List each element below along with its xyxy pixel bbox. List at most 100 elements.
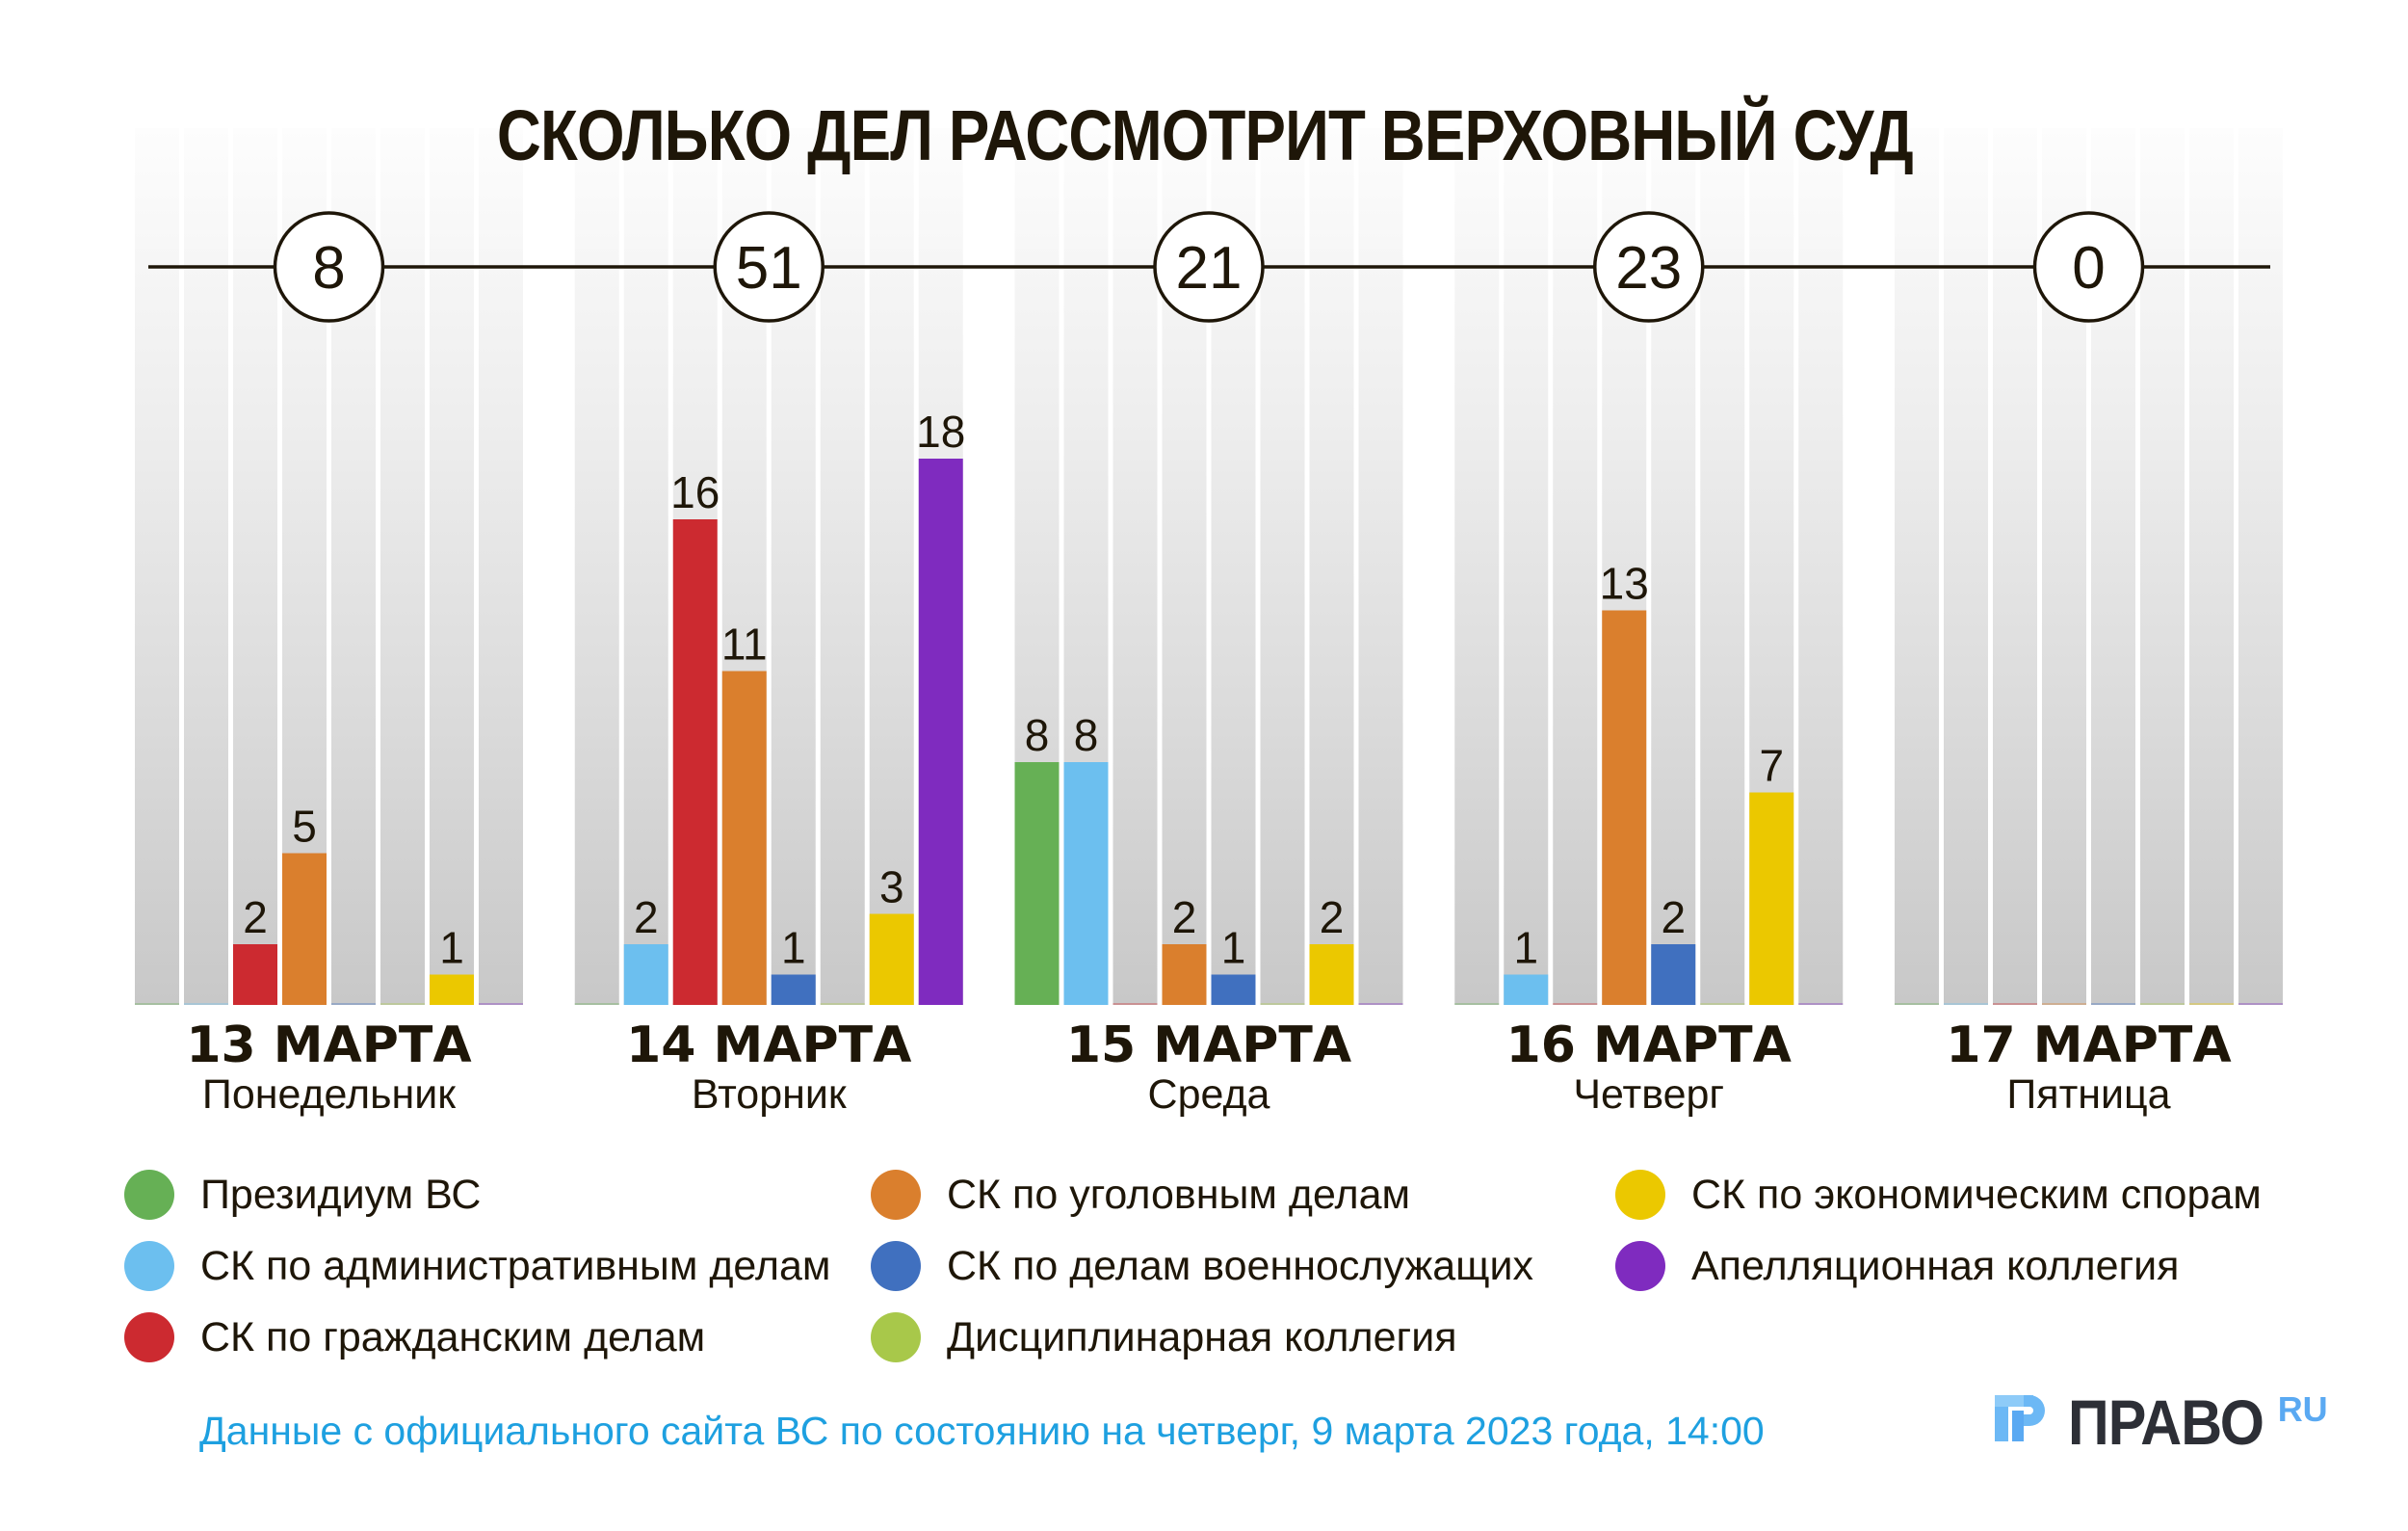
column-background <box>479 128 523 1005</box>
legend-dot-icon <box>871 1170 921 1220</box>
column-baseline <box>1358 1003 1403 1005</box>
legend-dot-icon <box>124 1170 174 1220</box>
column-background <box>2238 128 2283 1005</box>
column-background <box>1798 128 1844 1005</box>
column-background <box>380 128 425 1005</box>
legend-item: СК по уголовным делам <box>871 1168 1410 1222</box>
column-baseline <box>1553 1003 1598 1005</box>
column-baseline <box>574 1003 619 1005</box>
bar-value-label: 16 <box>670 467 720 517</box>
column-baseline <box>1700 1003 1745 1005</box>
legend-dot-icon <box>124 1312 174 1362</box>
legend-dot-icon <box>1615 1241 1665 1291</box>
bar <box>1162 944 1207 1005</box>
column-background <box>1553 128 1598 1005</box>
column-baseline <box>1454 1003 1500 1005</box>
logo-text: ПРАВО <box>2068 1386 2264 1458</box>
legend-label: СК по административным делам <box>200 1242 831 1289</box>
bar <box>771 974 816 1005</box>
column-baseline <box>2140 1003 2185 1005</box>
bar <box>1602 610 1647 1005</box>
logo-suffix: RU <box>2277 1389 2328 1429</box>
legend-item: СК по административным делам <box>124 1239 831 1293</box>
column-background <box>623 128 668 1005</box>
column-background <box>430 128 474 1005</box>
legend-dot-icon <box>871 1241 921 1291</box>
weekday-label: Четверг <box>1573 1071 1725 1118</box>
bar-value-label: 3 <box>879 862 904 912</box>
bar-value-label: 7 <box>1759 741 1784 791</box>
bar <box>233 944 277 1005</box>
column-background <box>1454 128 1500 1005</box>
column-background <box>135 128 179 1005</box>
legend-dot-icon <box>871 1312 921 1362</box>
bar-value-label: 8 <box>1074 710 1099 760</box>
legend-item: Дисциплинарная коллегия <box>871 1310 1457 1364</box>
bar-value-label: 1 <box>781 923 806 973</box>
weekday-label: Понедельник <box>201 1071 457 1118</box>
legend-label: СК по гражданским делам <box>200 1313 706 1360</box>
column-baseline <box>331 1003 376 1005</box>
bar <box>1749 792 1794 1005</box>
bar-value-label: 2 <box>634 892 659 942</box>
column-background <box>1112 128 1158 1005</box>
legend-label: СК по уголовным делам <box>947 1171 1411 1218</box>
weekday-label: Пятница <box>2006 1071 2171 1118</box>
weekday-label: Среда <box>1147 1071 1270 1118</box>
bar-value-label: 2 <box>1172 892 1197 942</box>
total-circle <box>2032 211 2145 323</box>
column-background <box>233 128 277 1005</box>
column-baseline <box>135 1003 179 1005</box>
bar-value-label: 2 <box>1661 892 1686 942</box>
total-count-label: 8 <box>312 235 345 302</box>
column-baseline <box>1993 1003 2037 1005</box>
legend-label: Президиум ВС <box>200 1171 482 1218</box>
column-baseline <box>1112 1003 1158 1005</box>
column-background <box>820 128 865 1005</box>
bar <box>1211 974 1256 1005</box>
bar-value-label: 18 <box>916 407 965 457</box>
bar <box>721 671 767 1005</box>
total-circle <box>273 211 385 323</box>
bar <box>623 944 668 1005</box>
column-background <box>2140 128 2185 1005</box>
day-date-label: 13 МАРТА <box>186 1016 472 1074</box>
column-baseline <box>1944 1003 1988 1005</box>
bar-value-label: 13 <box>1600 559 1649 609</box>
total-circle <box>713 211 824 323</box>
bar <box>918 459 963 1005</box>
day-date-label: 17 МАРТА <box>1946 1016 2232 1074</box>
column-background <box>184 128 228 1005</box>
pravo-logo[interactable]: ПРАВО RU <box>1995 1386 2328 1458</box>
column-baseline <box>2091 1003 2135 1005</box>
legend-label: Дисциплинарная коллегия <box>947 1313 1457 1360</box>
legend-dot-icon <box>1615 1170 1665 1220</box>
bar-value-label: 1 <box>439 923 464 973</box>
total-circle <box>1153 211 1265 323</box>
legend-label: СК по экономическим спорам <box>1691 1171 2262 1218</box>
column-background <box>1895 128 1939 1005</box>
column-background <box>1944 128 1988 1005</box>
bar <box>869 913 914 1005</box>
bar-value-label: 11 <box>721 620 768 670</box>
legend-item: СК по делам военнослужащих <box>871 1239 1533 1293</box>
legend-item: СК по экономическим спорам <box>1615 1168 2262 1222</box>
bar <box>1063 762 1109 1005</box>
legend-item: СК по гражданским делам <box>124 1310 705 1364</box>
bar <box>672 519 718 1005</box>
total-count-label: 0 <box>2072 235 2105 302</box>
bar-value-label: 8 <box>1025 710 1050 760</box>
column-baseline <box>184 1003 228 1005</box>
column-baseline <box>2238 1003 2283 1005</box>
column-baseline <box>479 1003 523 1005</box>
bar-value-label: 2 <box>1320 892 1345 942</box>
column-baseline <box>1798 1003 1844 1005</box>
column-baseline <box>820 1003 865 1005</box>
timeline: 8 51 21 23 0 <box>148 211 2270 323</box>
pravo-logo-icon <box>1995 1395 2045 1441</box>
legend-label: СК по делам военнослужащих <box>947 1242 1534 1289</box>
column-background <box>1309 128 1354 1005</box>
day-date-label: 16 МАРТА <box>1505 1016 1792 1074</box>
